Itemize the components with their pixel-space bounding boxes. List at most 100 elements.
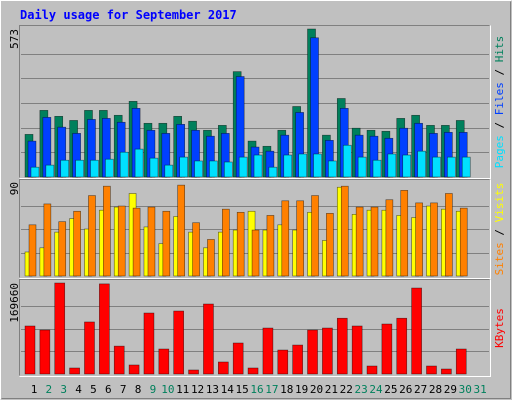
bar (232, 342, 244, 375)
panel-border-light (19, 279, 491, 377)
bar (209, 160, 218, 178)
bar (322, 327, 333, 375)
legend-entry: Visits (493, 183, 506, 223)
bar (143, 312, 155, 375)
bar (385, 199, 394, 277)
bar (117, 205, 126, 277)
bar (262, 327, 274, 375)
bar (281, 200, 290, 277)
bar (179, 156, 188, 178)
bar (336, 317, 348, 375)
bar (351, 325, 363, 375)
x-tick-label: 10 (161, 383, 174, 396)
x-tick-label: 19 (295, 383, 308, 396)
bar (54, 282, 66, 375)
bar (203, 303, 214, 375)
bar (461, 156, 471, 178)
bar (188, 369, 199, 375)
x-tick-label: 13 (206, 383, 219, 396)
bar (313, 153, 322, 178)
bar (447, 156, 456, 178)
bar (69, 367, 80, 375)
y-tick-label: 169660 (8, 283, 21, 323)
legend: Pages / Files / Hits (493, 36, 506, 169)
x-tick-label: 31 (473, 383, 486, 396)
panel-border-light (19, 25, 491, 179)
bar (415, 202, 423, 277)
panel-border-dark (19, 279, 490, 376)
bar (426, 365, 437, 375)
bar (192, 222, 200, 277)
bar (328, 160, 337, 178)
bar (162, 210, 171, 277)
bar (58, 221, 67, 277)
x-tick-label: 23 (355, 383, 368, 396)
bar (372, 159, 382, 178)
bar (400, 190, 409, 277)
bar (238, 156, 248, 178)
chart-title: Daily usage for September 2017 (20, 8, 237, 22)
bar (277, 349, 289, 375)
x-tick-label: 22 (340, 383, 353, 396)
x-tick-label: 3 (60, 383, 67, 396)
bar (342, 144, 352, 178)
bar (307, 329, 318, 375)
x-tick-label: 1 (31, 383, 38, 396)
legend-separator: / (493, 222, 506, 242)
bar (39, 329, 51, 375)
bar (132, 207, 141, 277)
panel-border-light (19, 179, 491, 279)
bar (177, 184, 185, 277)
bar (247, 367, 259, 375)
bar (283, 154, 293, 178)
bar (73, 210, 81, 277)
bar (84, 321, 95, 375)
x-tick-label: 26 (399, 383, 412, 396)
legend-entry: KBytes (493, 308, 506, 348)
bar (134, 148, 144, 178)
x-tick-label: 18 (280, 383, 293, 396)
bar (28, 224, 37, 277)
bar (430, 202, 438, 277)
legend: Sites / Visits (493, 183, 506, 276)
bar (253, 154, 263, 178)
bar (147, 206, 156, 277)
bar (99, 283, 110, 375)
bar (207, 239, 215, 277)
legend-entry: Pages (493, 135, 506, 168)
bar (459, 207, 468, 277)
x-tick-label: 12 (191, 383, 204, 396)
x-tick-label: 6 (105, 383, 112, 396)
legend-separator: / (493, 115, 506, 135)
bar (251, 229, 260, 277)
bar (411, 287, 422, 375)
bar (194, 160, 203, 178)
x-tick-label: 2 (46, 383, 53, 396)
x-tick-label: 21 (325, 383, 338, 396)
x-tick-label: 11 (176, 383, 189, 396)
bar (119, 151, 129, 178)
legend-entry: Hits (493, 36, 506, 63)
x-tick-label: 15 (236, 383, 249, 396)
x-tick-label: 28 (429, 383, 442, 396)
legend: KBytes (493, 308, 506, 348)
bar (417, 150, 426, 178)
bar (370, 206, 379, 277)
bar (266, 215, 275, 277)
bar (222, 208, 230, 277)
panel-border-dark (19, 25, 490, 178)
bar (60, 159, 70, 178)
x-tick-label: 17 (265, 383, 278, 396)
x-tick-label: 30 (459, 383, 472, 396)
bar (103, 185, 111, 277)
bar (366, 365, 378, 375)
bar (75, 159, 84, 178)
bar (432, 156, 441, 178)
bar (30, 166, 40, 178)
bar (43, 203, 52, 277)
bar (128, 364, 140, 375)
bar (173, 310, 184, 375)
